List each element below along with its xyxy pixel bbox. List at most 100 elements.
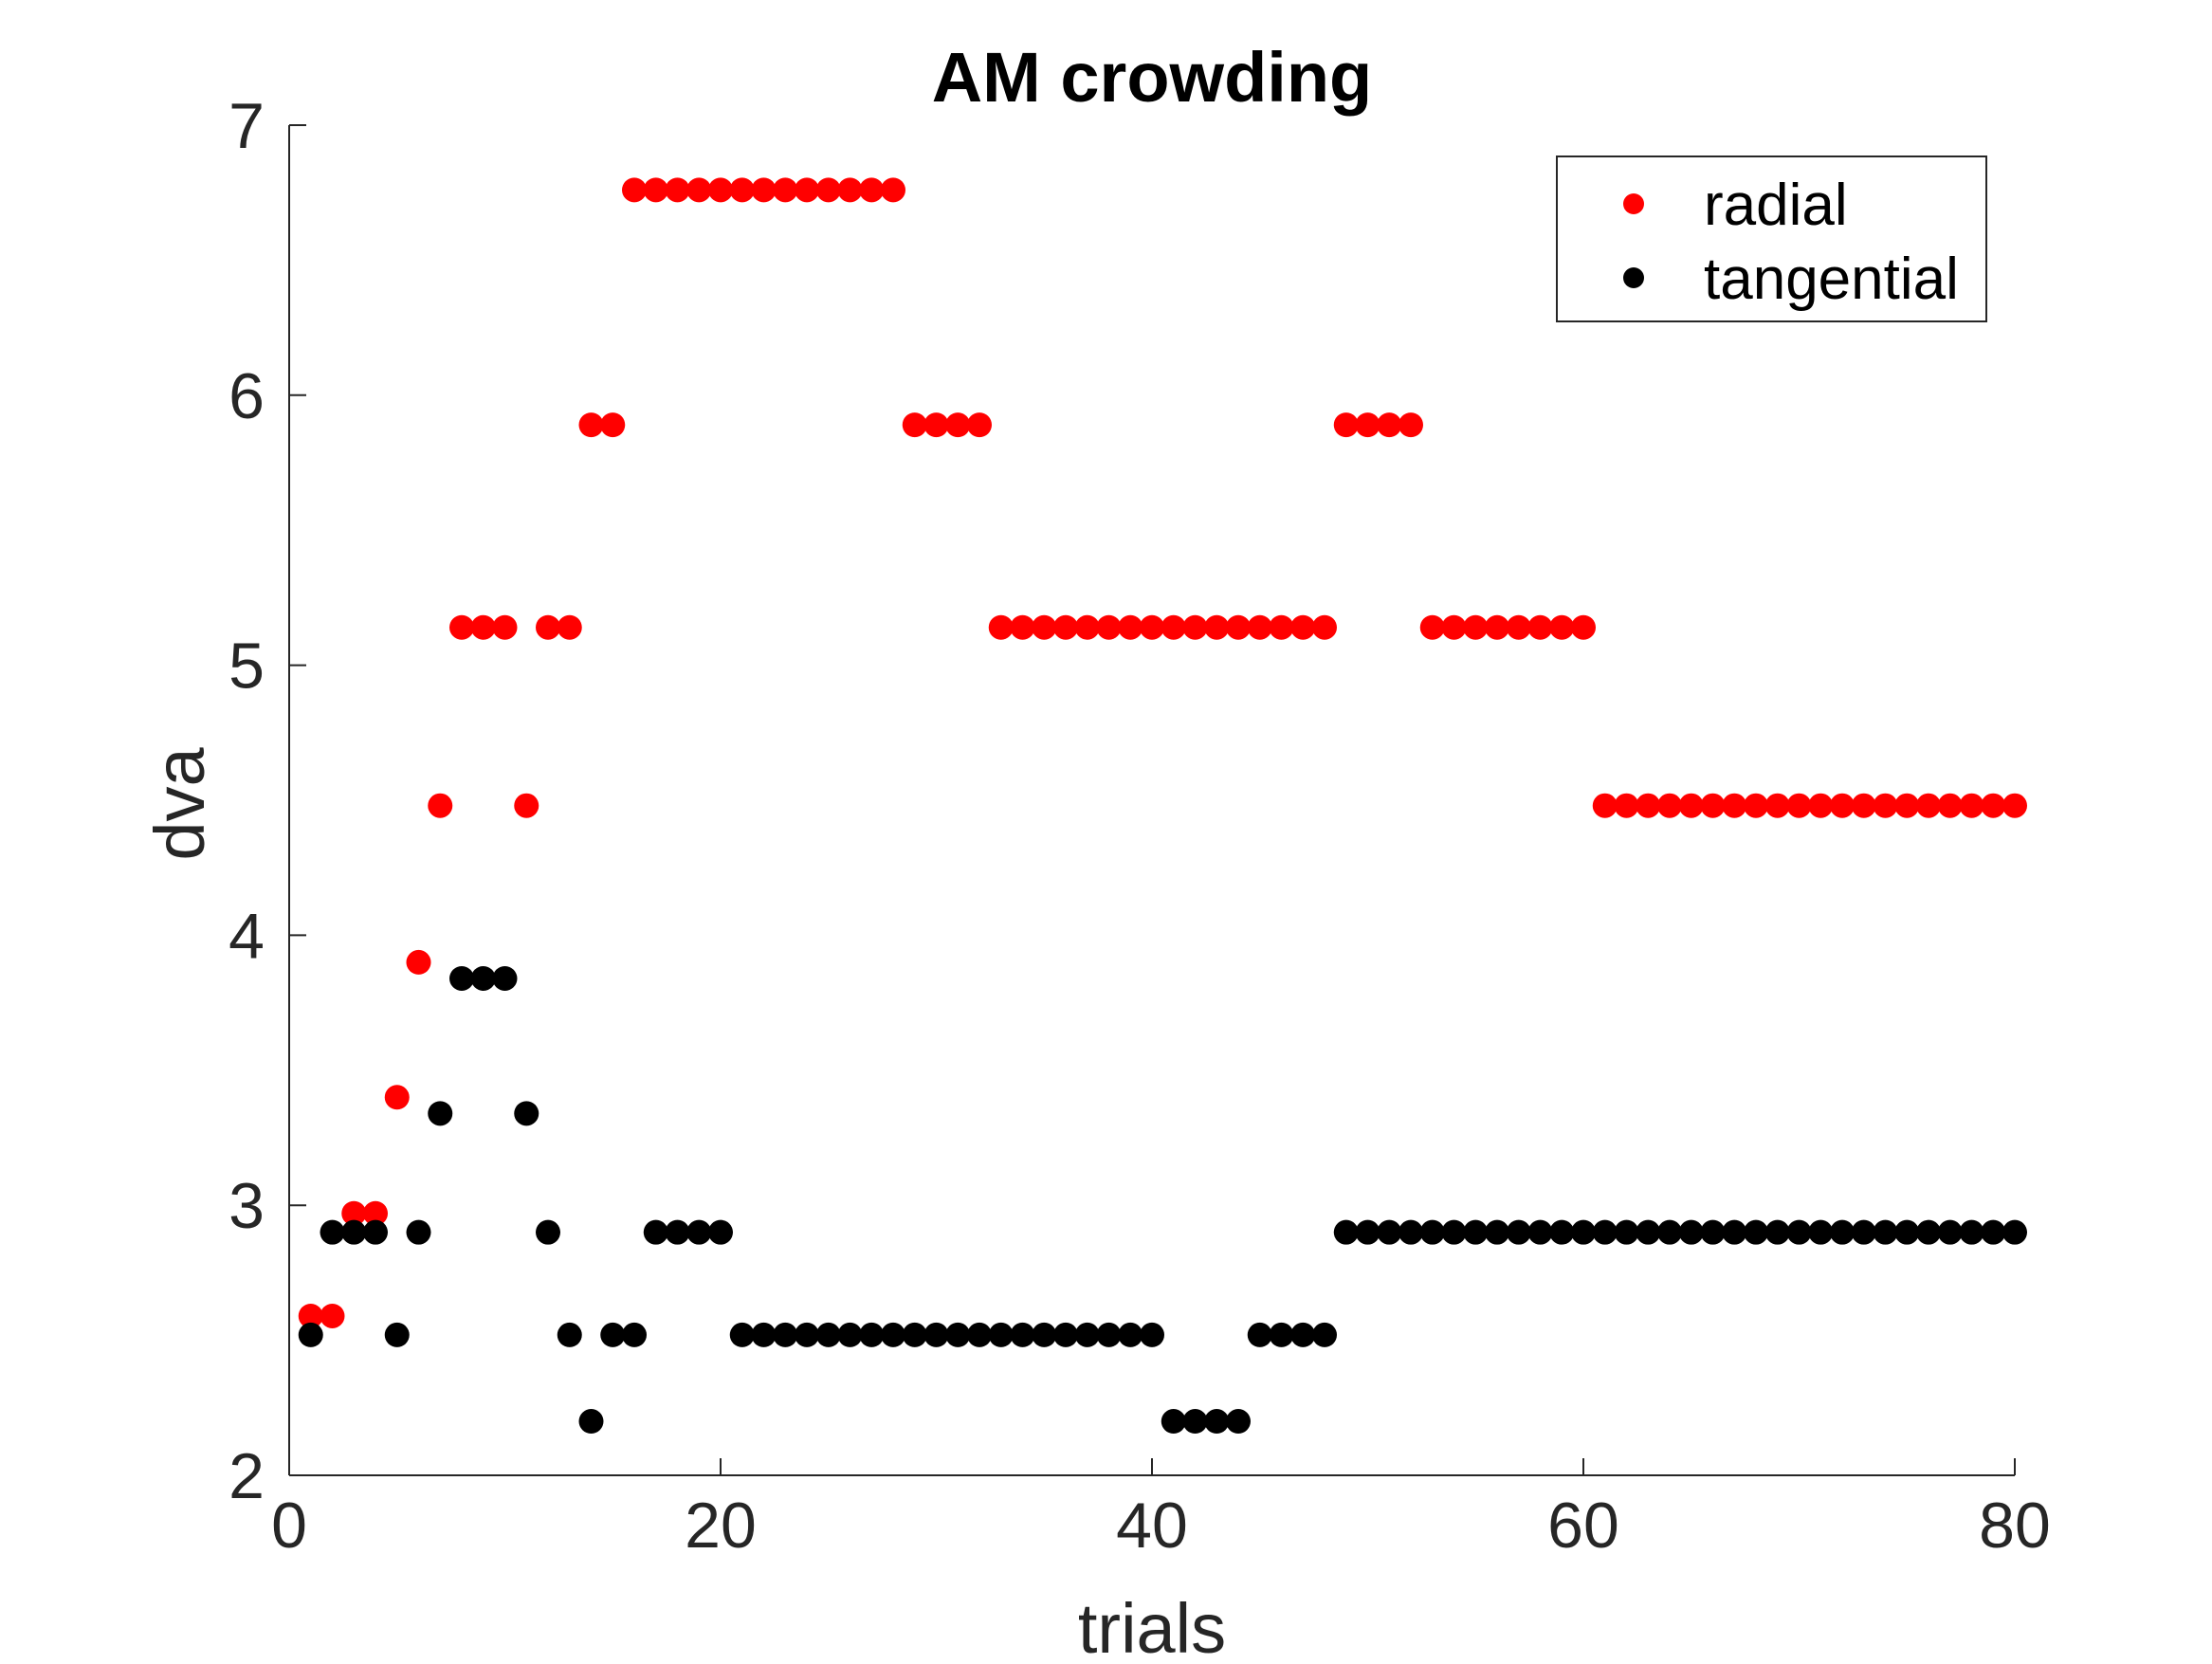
radial-point bbox=[1764, 793, 1790, 818]
y-tick-label: 5 bbox=[229, 631, 265, 703]
radial-point bbox=[406, 949, 431, 975]
radial-point bbox=[751, 177, 777, 203]
radial-point bbox=[557, 614, 582, 640]
radial-point bbox=[1118, 614, 1143, 640]
radial-point bbox=[514, 793, 539, 818]
radial-point bbox=[1247, 614, 1272, 640]
axes: 0 20 40 60 80 2 3 4 5 6 7 bbox=[229, 90, 2051, 1562]
radial-point bbox=[967, 412, 992, 438]
radial-point bbox=[686, 177, 712, 203]
tangential-point bbox=[1312, 1322, 1337, 1347]
radial-point bbox=[1140, 614, 1164, 640]
tangential-point bbox=[1485, 1219, 1509, 1245]
radial-point bbox=[1873, 793, 1898, 818]
radial-point bbox=[1959, 793, 1984, 818]
radial-point bbox=[1032, 614, 1057, 640]
radial-point bbox=[470, 614, 496, 640]
radial-point bbox=[1592, 793, 1618, 818]
radial-point bbox=[1053, 614, 1078, 640]
radial-point bbox=[881, 177, 905, 203]
tangential-point bbox=[643, 1219, 668, 1245]
legend: radial tangential bbox=[1556, 155, 1987, 322]
tangential-point bbox=[967, 1322, 992, 1347]
tangential-point bbox=[1118, 1322, 1143, 1347]
radial-point bbox=[708, 177, 733, 203]
tangential-point bbox=[708, 1219, 733, 1245]
radial-point bbox=[945, 412, 971, 438]
radial-point bbox=[1010, 614, 1035, 640]
radial-point bbox=[1527, 614, 1553, 640]
legend-marker-tangential bbox=[1623, 267, 1644, 288]
radial-point bbox=[1981, 793, 2006, 818]
radial-point bbox=[1182, 614, 1208, 640]
radial-point bbox=[1485, 614, 1509, 640]
radial-point bbox=[1549, 614, 1575, 640]
radial-point bbox=[988, 614, 1014, 640]
radial-point bbox=[1506, 614, 1531, 640]
tangential-point bbox=[1744, 1219, 1768, 1245]
radial-point bbox=[1786, 793, 1812, 818]
radial-point bbox=[815, 177, 841, 203]
radial-point bbox=[298, 1303, 323, 1328]
radial-point bbox=[2002, 793, 2027, 818]
tangential-point bbox=[363, 1219, 388, 1245]
tangential-point bbox=[881, 1322, 905, 1347]
tangential-point bbox=[578, 1409, 604, 1435]
tangential-point bbox=[1937, 1219, 1963, 1245]
radial-point bbox=[1204, 614, 1230, 640]
radial-point bbox=[492, 614, 518, 640]
tangential-point bbox=[1808, 1219, 1834, 1245]
tangential-point bbox=[1830, 1219, 1855, 1245]
tangential-point bbox=[1377, 1219, 1402, 1245]
y-tick-label: 2 bbox=[229, 1440, 265, 1512]
tangential-point bbox=[1571, 1219, 1596, 1245]
tangential-point bbox=[1894, 1219, 1920, 1245]
radial-point bbox=[1441, 614, 1467, 640]
tangential-point bbox=[1678, 1219, 1704, 1245]
tangential-point bbox=[1614, 1219, 1639, 1245]
radial-point bbox=[773, 177, 798, 203]
legend-box bbox=[1556, 155, 1987, 322]
tangential-point bbox=[1981, 1219, 2006, 1245]
tangential-point bbox=[2002, 1219, 2027, 1245]
tangential-point bbox=[1247, 1322, 1272, 1347]
radial-point bbox=[449, 614, 474, 640]
tangential-point bbox=[536, 1219, 560, 1245]
tangential-point bbox=[1204, 1409, 1230, 1435]
y-tick-label: 4 bbox=[229, 900, 265, 972]
tangential-point bbox=[406, 1219, 431, 1245]
x-tick-label: 0 bbox=[271, 1490, 307, 1562]
radial-point bbox=[923, 412, 949, 438]
tangential-point bbox=[557, 1322, 582, 1347]
tangential-point bbox=[686, 1219, 712, 1245]
tangential-point bbox=[1074, 1322, 1100, 1347]
x-tick-label: 20 bbox=[685, 1490, 757, 1562]
radial-point bbox=[1398, 412, 1423, 438]
tangential-point bbox=[729, 1322, 755, 1347]
radial-point bbox=[1614, 793, 1639, 818]
radial-point bbox=[341, 1200, 367, 1226]
radial-point bbox=[1312, 614, 1337, 640]
tangential-point bbox=[1032, 1322, 1057, 1347]
tangential-point bbox=[384, 1322, 410, 1347]
tangential-point bbox=[470, 965, 496, 991]
tangential-point bbox=[1355, 1219, 1380, 1245]
tangential-point bbox=[1182, 1409, 1208, 1435]
tangential-point bbox=[428, 1101, 453, 1126]
tangential-point bbox=[622, 1322, 647, 1347]
radial-point bbox=[665, 177, 690, 203]
y-tick-label: 3 bbox=[229, 1170, 265, 1242]
legend-label-radial: radial bbox=[1704, 173, 1848, 238]
radial-point bbox=[1333, 412, 1359, 438]
series-radial bbox=[298, 177, 2027, 1328]
radial-point bbox=[1657, 793, 1682, 818]
tangential-point bbox=[449, 965, 474, 991]
tangential-point bbox=[1657, 1219, 1682, 1245]
radial-point bbox=[643, 177, 668, 203]
radial-point bbox=[536, 614, 560, 640]
tangential-point bbox=[341, 1219, 367, 1245]
tangential-point bbox=[1096, 1322, 1122, 1347]
radial-point bbox=[902, 412, 927, 438]
tangential-point bbox=[988, 1322, 1014, 1347]
y-tick-label: 7 bbox=[229, 90, 265, 162]
